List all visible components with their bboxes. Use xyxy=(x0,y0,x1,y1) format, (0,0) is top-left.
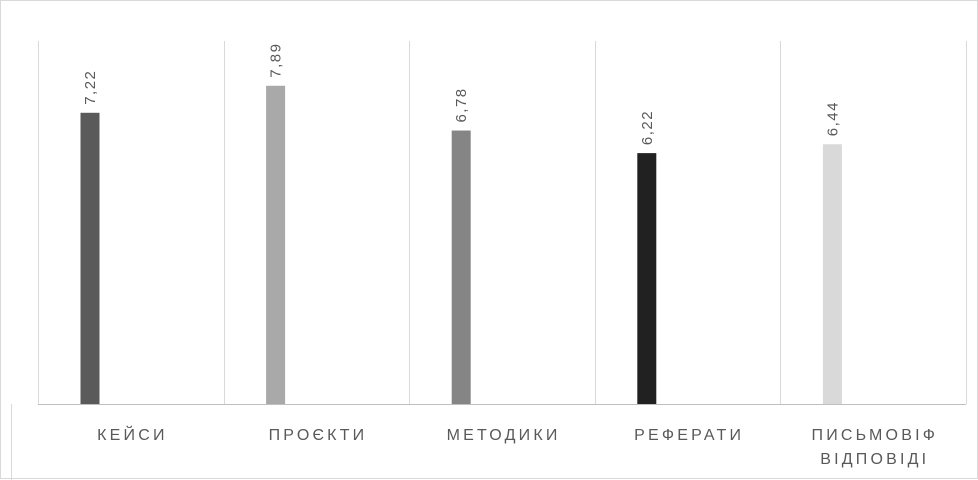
bar xyxy=(266,85,286,405)
x-tick-label: ВІДПОВІДІ xyxy=(820,451,929,468)
x-tick-label: ПИСЬМОВІФ xyxy=(812,427,939,444)
data-label: 6,22 xyxy=(639,110,656,145)
data-label: 6,44 xyxy=(824,101,841,136)
x-tick-label: МЕТОДИКИ xyxy=(447,427,561,444)
bar xyxy=(451,130,471,405)
bars xyxy=(80,85,842,405)
bar xyxy=(637,153,657,404)
x-tick-labels: КЕЙСИ ПРОЄКТИ МЕТОДИКИ РЕФЕРАТИ ПИСЬМОВІФ ВІД… xyxy=(97,425,939,468)
data-label: 6,78 xyxy=(453,87,470,122)
x-tick-label: КЕЙСИ xyxy=(97,425,168,444)
x-tick-label: ПРОЄКТИ xyxy=(269,427,368,444)
x-axis xyxy=(11,404,966,480)
gridlines xyxy=(38,41,967,404)
x-tick-label: РЕФЕРАТИ xyxy=(634,427,744,444)
data-label: 7,89 xyxy=(268,43,285,78)
bar xyxy=(822,144,842,404)
data-labels: 7,22 7,89 6,78 6,22 6,44 xyxy=(82,43,841,146)
data-label: 7,22 xyxy=(82,70,99,105)
bar xyxy=(80,112,100,404)
